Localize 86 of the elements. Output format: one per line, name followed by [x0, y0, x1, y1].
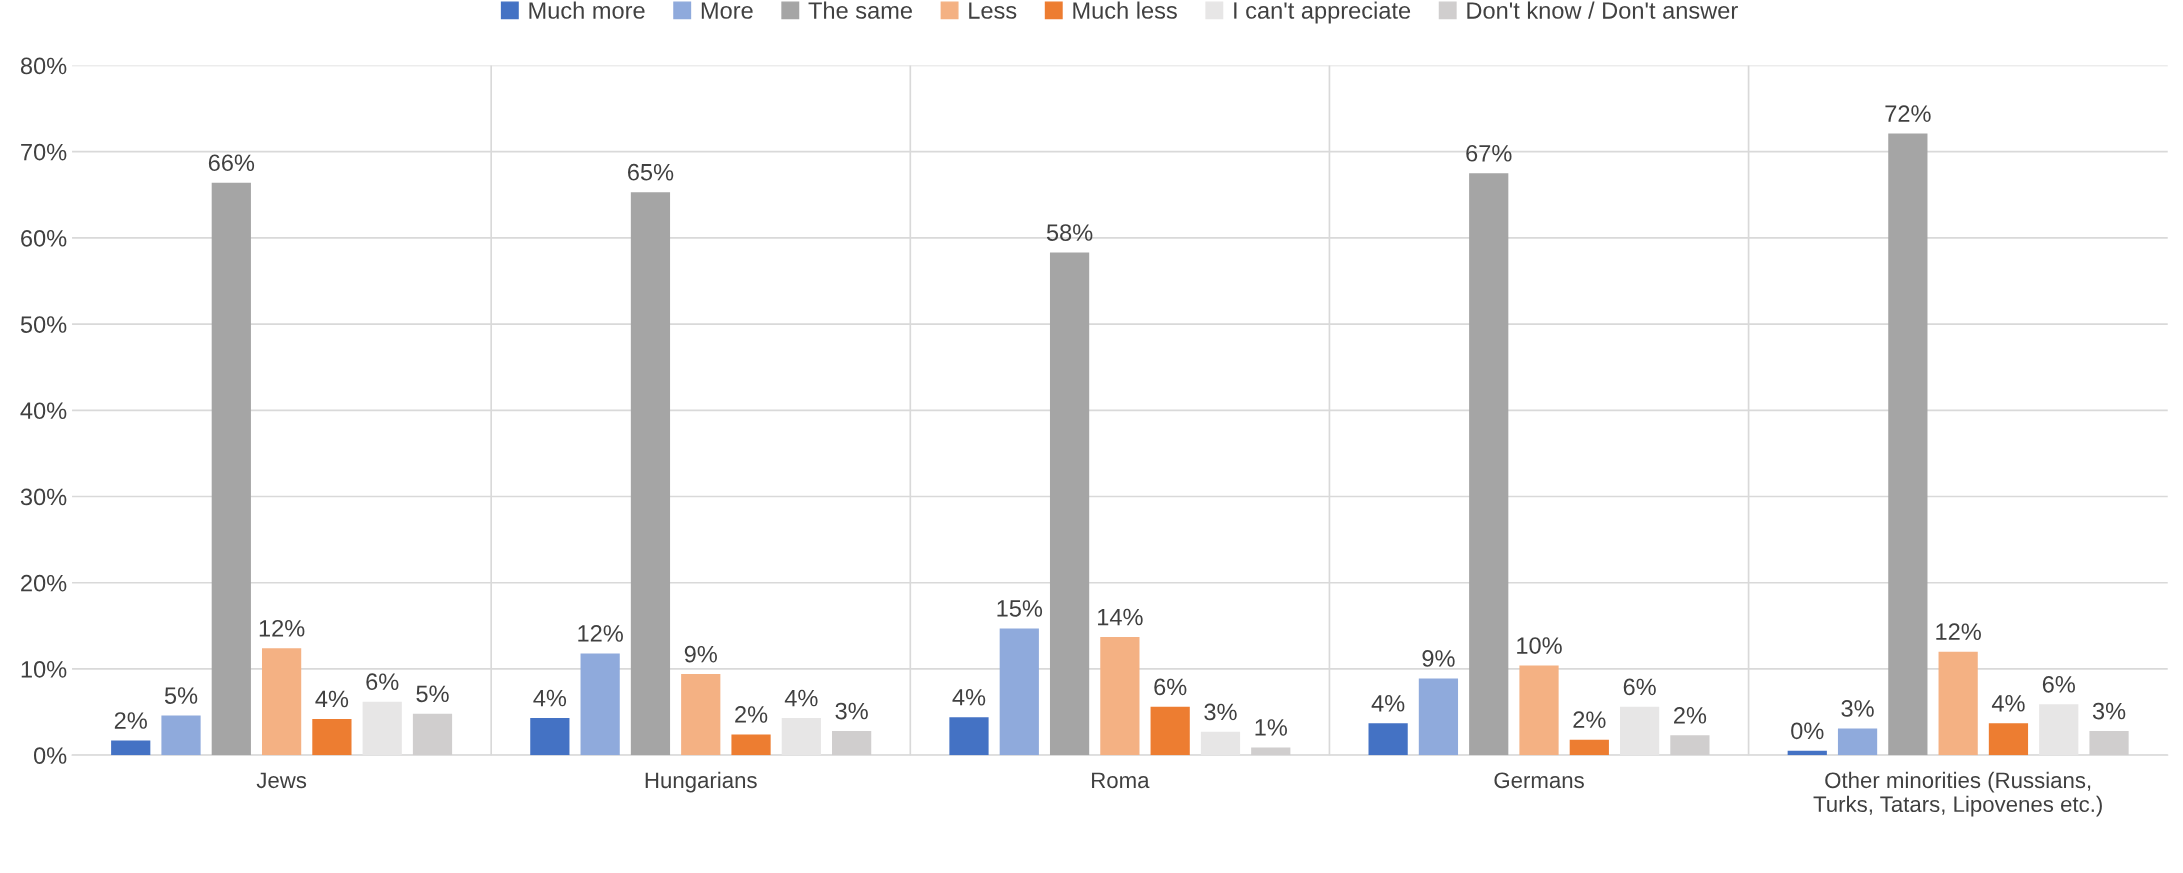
bar	[1938, 651, 1978, 756]
data-label: 9%	[684, 645, 717, 663]
y-tick-label: 50%	[20, 316, 67, 333]
data-label: 5%	[164, 687, 198, 704]
legend-label: Much more	[529, 1, 645, 19]
bar	[1100, 637, 1140, 756]
data-label: 6%	[1623, 678, 1656, 696]
legend-label: I can't appreciate	[1234, 1, 1411, 24]
x-tick-label: Jews	[256, 772, 307, 789]
data-label: 3%	[1204, 703, 1237, 721]
bar	[1519, 665, 1559, 756]
data-label: 3%	[1841, 700, 1874, 717]
y-tick-label: 0%	[33, 747, 67, 764]
data-label: 5%	[416, 685, 449, 703]
bar	[2039, 704, 2079, 756]
bar	[211, 182, 251, 756]
data-label: 12%	[259, 619, 305, 637]
bar	[731, 734, 771, 756]
data-label: 3%	[835, 702, 868, 720]
y-tick-label: 40%	[20, 402, 67, 420]
bar	[261, 648, 302, 756]
bar	[362, 701, 402, 756]
data-label: 4%	[533, 689, 567, 707]
legend-label: Less	[969, 2, 1017, 19]
bar	[1837, 728, 1878, 756]
data-label: 3%	[2092, 702, 2126, 720]
data-label: 6%	[366, 673, 399, 691]
legend-label: The same	[808, 1, 912, 19]
data-label: 0%	[1791, 722, 1824, 740]
data-label: 2%	[1573, 711, 1606, 728]
y-tick-label: 60%	[21, 229, 67, 247]
data-label: 72%	[1885, 105, 1931, 122]
data-label: 2%	[114, 712, 147, 729]
x-tick-label: Germans	[1494, 772, 1584, 789]
y-tick-label: 10%	[21, 661, 67, 678]
data-label: 58%	[1046, 224, 1093, 241]
bar	[999, 628, 1039, 756]
bar	[1368, 723, 1408, 756]
bar	[1619, 706, 1660, 756]
y-tick-label: 80%	[20, 57, 67, 75]
bar	[1988, 723, 2029, 756]
bar	[630, 192, 671, 756]
data-label: 9%	[1422, 650, 1455, 667]
data-label: 66%	[208, 154, 255, 172]
data-label: 2%	[1674, 706, 1707, 724]
bar	[681, 674, 721, 756]
data-label: 65%	[628, 163, 674, 181]
data-label: 10%	[1517, 637, 1562, 654]
bar	[949, 717, 989, 756]
bar	[580, 653, 620, 756]
data-label: 4%	[315, 690, 349, 708]
data-label: 2%	[735, 706, 768, 723]
data-label: 6%	[1154, 678, 1187, 696]
bar	[1787, 750, 1827, 756]
data-label: 1%	[1255, 719, 1287, 736]
data-label: 67%	[1466, 144, 1512, 162]
y-tick-label: 20%	[21, 574, 67, 592]
bar	[161, 715, 201, 756]
bar	[1049, 252, 1090, 756]
data-label: 12%	[578, 625, 623, 642]
data-label: 4%	[952, 688, 986, 706]
data-label: 15%	[997, 600, 1043, 617]
bar	[530, 718, 570, 756]
x-tick-label: Other minorities (Russians, Turks, Tatars, Lipovenes etc.)	[1813, 771, 2102, 817]
x-tick-label: Roma	[1092, 772, 1150, 789]
bar	[1200, 731, 1241, 756]
bar	[781, 718, 821, 756]
data-label: 12%	[1936, 623, 1981, 640]
data-label: 6%	[2042, 675, 2075, 693]
data-label: 4%	[1371, 695, 1405, 712]
bar	[1150, 706, 1190, 756]
bar	[1569, 739, 1609, 756]
legend-label: Much less	[1073, 1, 1177, 19]
bar	[1418, 678, 1459, 756]
bar	[111, 740, 151, 756]
data-label: 4%	[784, 689, 818, 707]
y-tick-label: 30%	[20, 488, 67, 506]
data-label: 4%	[1991, 695, 2025, 712]
data-label: 14%	[1098, 608, 1143, 626]
bar	[312, 718, 352, 756]
y-tick-label: 70%	[21, 143, 67, 161]
legend-label: Don't know / Don't answer	[1467, 1, 1738, 19]
legend-label: More	[701, 2, 753, 19]
bar	[1469, 173, 1509, 756]
x-tick-label: Hungarians	[645, 771, 757, 793]
bar	[1888, 133, 1928, 756]
